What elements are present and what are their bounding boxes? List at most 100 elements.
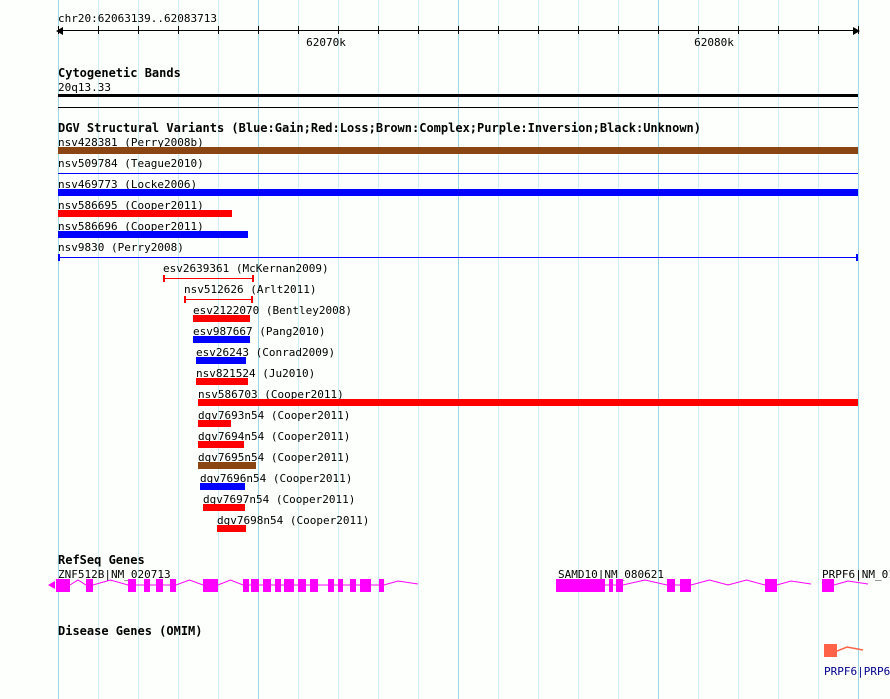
gene-exon[interactable]: [128, 579, 136, 592]
dgv-track-label[interactable]: nsv469773 (Locke2006): [58, 178, 198, 191]
ruler-tick: [458, 26, 459, 34]
omim-gene-exon[interactable]: [824, 644, 837, 657]
dgv-variant-bar[interactable]: [196, 378, 248, 385]
dgv-track-label[interactable]: esv26243 (Conrad2009): [196, 346, 336, 359]
dgv-variant-bar[interactable]: [217, 525, 246, 532]
gene-exon[interactable]: [667, 579, 675, 592]
dgv-track-label[interactable]: nsv509784 (Teague2010): [58, 157, 204, 170]
dgv-variant-bar[interactable]: [58, 210, 232, 217]
ruler-tick: [578, 26, 579, 34]
gene-strand-arrow-icon: [48, 581, 55, 589]
section-title-refseq-genes: RefSeq Genes: [58, 553, 145, 567]
dgv-track-label[interactable]: dgv7697n54 (Cooper2011): [203, 493, 356, 506]
dgv-track-label[interactable]: nsv586695 (Cooper2011): [58, 199, 204, 212]
gene-exon[interactable]: [822, 579, 834, 592]
dgv-variant-endcap: [248, 315, 250, 322]
gene-exon[interactable]: [680, 579, 691, 592]
ruler-tick: [818, 26, 819, 34]
dgv-variant-bar[interactable]: [198, 399, 858, 406]
gene-exon[interactable]: [609, 579, 613, 592]
dgv-variant-bar[interactable]: [198, 420, 231, 427]
gridline: [498, 0, 499, 699]
dgv-variant-bar[interactable]: [198, 462, 256, 469]
ruler-tick: [418, 26, 419, 34]
gene-exon[interactable]: [616, 579, 623, 592]
gene-exon[interactable]: [203, 579, 218, 592]
dgv-variant-endcap: [251, 296, 253, 303]
gene-exon[interactable]: [310, 579, 318, 592]
dgv-variant-bar[interactable]: [193, 336, 250, 343]
ruler-tick: [98, 26, 99, 34]
ruler-tick: [698, 26, 699, 34]
dgv-track-label[interactable]: nsv9830 (Perry2008): [58, 241, 184, 254]
dgv-variant-bar[interactable]: [196, 357, 246, 364]
refseq-gene-label[interactable]: PRPF6|NM_01: [822, 568, 890, 581]
dgv-variant-bar[interactable]: [58, 189, 858, 196]
dgv-variant-bar[interactable]: [203, 504, 245, 511]
dgv-track-label[interactable]: nsv821524 (Ju2010): [196, 367, 316, 380]
ruler-tick: [378, 26, 379, 34]
intron-line: [69, 579, 419, 586]
dgv-variant-bar[interactable]: [200, 483, 245, 490]
gene-exon[interactable]: [243, 579, 249, 592]
gene-exon[interactable]: [263, 579, 271, 592]
dgv-track-label[interactable]: nsv586703 (Cooper2011): [198, 388, 344, 401]
dgv-variant-endcap: [163, 275, 165, 282]
ruler-tick: [258, 26, 259, 34]
gene-exon[interactable]: [298, 579, 306, 592]
ruler-tick: [858, 26, 859, 34]
ruler-tick: [738, 26, 739, 34]
gene-exon[interactable]: [350, 579, 356, 592]
gene-exon[interactable]: [86, 579, 93, 592]
omim-gene-label[interactable]: PRPF6|PRP6: [824, 665, 890, 678]
gene-exon[interactable]: [275, 579, 281, 592]
dgv-track-label[interactable]: dgv7698n54 (Cooper2011): [217, 514, 370, 527]
dgv-track-label[interactable]: dgv7696n54 (Cooper2011): [200, 472, 353, 485]
ruler-tick: [218, 26, 219, 34]
dgv-track-label[interactable]: dgv7694n54 (Cooper2011): [198, 430, 351, 443]
locus-label: chr20:62063139..62083713: [58, 12, 217, 25]
gene-exon[interactable]: [284, 579, 294, 592]
refseq-gene-label[interactable]: SAMD10|NM_080621: [558, 568, 664, 581]
dgv-track-label[interactable]: esv2122070 (Bentley2008): [193, 304, 352, 317]
dgv-track-label[interactable]: nsv512626 (Arlt2011): [184, 283, 317, 296]
ruler-tick-label: 62070k: [306, 36, 346, 49]
cytoband-bar[interactable]: [58, 94, 858, 97]
gene-exon[interactable]: [156, 579, 163, 592]
dgv-variant-line[interactable]: [58, 173, 858, 174]
ruler-tick: [618, 26, 619, 34]
ruler-tick: [778, 26, 779, 34]
gene-exon[interactable]: [251, 579, 259, 592]
dgv-track-label[interactable]: nsv428381 (Perry2008b): [58, 136, 204, 149]
dgv-variant-line[interactable]: [163, 278, 254, 279]
gene-exon[interactable]: [360, 579, 371, 592]
dgv-track-label[interactable]: esv987667 (Pang2010): [193, 325, 326, 338]
gene-exon[interactable]: [765, 579, 777, 592]
section-title-dgv-structural-variants: DGV Structural Variants (Blue:Gain;Red:L…: [58, 121, 701, 135]
dgv-variant-endcap: [856, 254, 858, 261]
dgv-track-label[interactable]: esv2639361 (McKernan2009): [163, 262, 329, 275]
gene-exon[interactable]: [338, 579, 343, 592]
dgv-variant-line[interactable]: [184, 299, 253, 300]
dgv-variant-bar[interactable]: [193, 315, 250, 322]
dgv-variant-bar[interactable]: [58, 231, 248, 238]
scroll-left-arrow-icon[interactable]: [56, 27, 63, 35]
ruler-tick-label: 62080k: [694, 36, 734, 49]
dgv-variant-bar[interactable]: [198, 441, 244, 448]
dgv-variant-line[interactable]: [58, 257, 858, 258]
gene-exon[interactable]: [379, 579, 384, 592]
gene-exon[interactable]: [56, 579, 70, 592]
gene-exon[interactable]: [144, 579, 150, 592]
ruler-tick: [298, 26, 299, 34]
dgv-variant-bar[interactable]: [58, 147, 858, 154]
ruler-tick: [538, 26, 539, 34]
gene-exon[interactable]: [556, 579, 605, 592]
refseq-gene-label[interactable]: ZNF512B|NM_020713: [58, 568, 171, 581]
dgv-track-label[interactable]: nsv586696 (Cooper2011): [58, 220, 204, 233]
dgv-track-label[interactable]: dgv7695n54 (Cooper2011): [198, 451, 351, 464]
dgv-track-label[interactable]: dgv7693n54 (Cooper2011): [198, 409, 351, 422]
gene-exon[interactable]: [170, 579, 176, 592]
gene-exon[interactable]: [328, 579, 334, 592]
scroll-right-arrow-icon[interactable]: [853, 27, 860, 35]
